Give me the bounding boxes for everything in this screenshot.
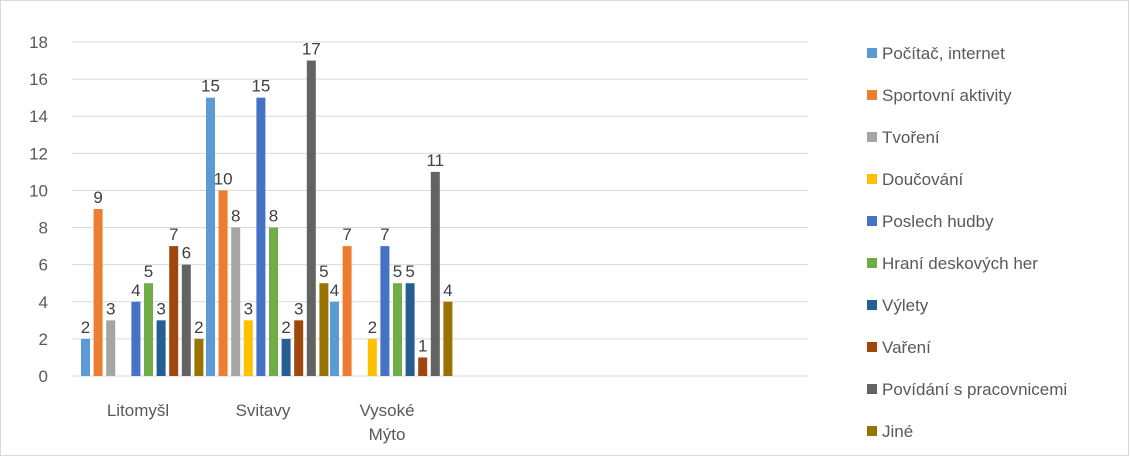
data-label: 4	[330, 281, 339, 300]
category-label: Vysoké	[359, 401, 414, 420]
data-label: 2	[81, 318, 90, 337]
bar	[169, 246, 179, 376]
y-tick-label: 6	[39, 256, 48, 275]
bar	[106, 320, 116, 376]
bar	[342, 246, 352, 376]
y-tick-label: 12	[29, 144, 48, 163]
data-label: 3	[294, 299, 303, 318]
bar	[231, 227, 241, 376]
y-tick-label: 2	[39, 330, 48, 349]
data-label: 8	[231, 207, 240, 226]
legend-swatch	[867, 90, 877, 100]
bar	[367, 338, 377, 376]
data-label: 5	[405, 262, 414, 281]
data-label: 15	[201, 77, 220, 96]
y-tick-label: 14	[29, 107, 48, 126]
y-axis-ticks: 0 2 4 6 8 10 12 14 16 18	[29, 33, 48, 386]
data-label: 7	[342, 225, 351, 244]
data-label: 5	[319, 262, 328, 281]
legend-swatch	[867, 300, 877, 310]
bar	[306, 60, 316, 377]
data-label: 7	[380, 225, 389, 244]
data-label: 3	[106, 299, 115, 318]
legend-swatch	[867, 48, 877, 58]
legend-label: Povídání s pracovnicemi	[882, 380, 1067, 399]
data-label: 9	[93, 188, 102, 207]
bar	[319, 283, 329, 376]
legend-label: Výlety	[882, 296, 929, 315]
y-tick-label: 0	[39, 367, 48, 386]
data-label: 17	[302, 40, 321, 59]
bar	[405, 283, 415, 376]
data-label: 5	[144, 262, 153, 281]
bar	[269, 227, 278, 376]
legend-swatch	[867, 174, 877, 184]
bar	[181, 264, 191, 376]
bars	[81, 60, 453, 377]
bar	[294, 320, 304, 376]
bar	[243, 320, 253, 376]
data-label: 6	[182, 244, 191, 263]
data-label: 7	[169, 225, 178, 244]
data-label: 10	[214, 169, 233, 188]
bar	[430, 171, 440, 376]
bar	[256, 97, 266, 377]
category-label: Svitavy	[236, 401, 291, 420]
bar	[418, 357, 428, 376]
bar	[206, 97, 215, 377]
category-label: Litomyšl	[107, 401, 169, 420]
legend-label: Počítač, internet	[882, 44, 1005, 63]
y-tick-label: 18	[29, 33, 48, 52]
legend: Počítač, internet Sportovní aktivity Tvoře…	[867, 44, 1067, 441]
legend-label: Jiné	[882, 422, 913, 441]
legend-swatch	[867, 216, 877, 226]
legend-swatch	[867, 342, 877, 352]
bar	[194, 338, 204, 376]
bar	[281, 338, 291, 376]
bar	[144, 283, 153, 376]
y-tick-label: 8	[39, 219, 48, 238]
data-label: 4	[131, 281, 140, 300]
data-label: 3	[156, 299, 165, 318]
data-label: 2	[368, 318, 377, 337]
legend-label: Doučování	[882, 170, 964, 189]
bar	[380, 246, 390, 376]
category-label: Mýto	[369, 425, 406, 444]
data-label: 3	[244, 299, 253, 318]
bar	[81, 338, 90, 376]
data-label: 11	[426, 151, 444, 170]
legend-swatch	[867, 426, 877, 436]
bar	[93, 209, 103, 376]
bar	[443, 301, 453, 376]
x-axis-categories: Litomyšl Svitavy Vysoké Mýto	[107, 401, 415, 444]
bar	[156, 320, 166, 376]
legend-swatch	[867, 384, 877, 394]
legend-label: Poslech hudby	[882, 212, 994, 231]
legend-label: Sportovní aktivity	[882, 86, 1012, 105]
legend-swatch	[867, 258, 877, 268]
bar	[131, 301, 141, 376]
data-label: 8	[269, 207, 278, 226]
bar	[393, 283, 402, 376]
legend-label: Hraní deskových her	[882, 254, 1038, 273]
data-label: 1	[418, 336, 427, 355]
data-label: 5	[393, 262, 402, 281]
bar	[330, 301, 339, 376]
legend-label: Vaření	[882, 338, 931, 357]
data-label: 2	[194, 318, 203, 337]
y-tick-label: 10	[29, 181, 48, 200]
legend-swatch	[867, 132, 877, 142]
data-label: 4	[443, 281, 452, 300]
data-label: 15	[251, 77, 270, 96]
y-tick-label: 4	[39, 293, 48, 312]
y-tick-label: 16	[29, 70, 48, 89]
data-label: 2	[281, 318, 290, 337]
legend-label: Tvoření	[882, 128, 940, 147]
bar	[218, 190, 228, 376]
